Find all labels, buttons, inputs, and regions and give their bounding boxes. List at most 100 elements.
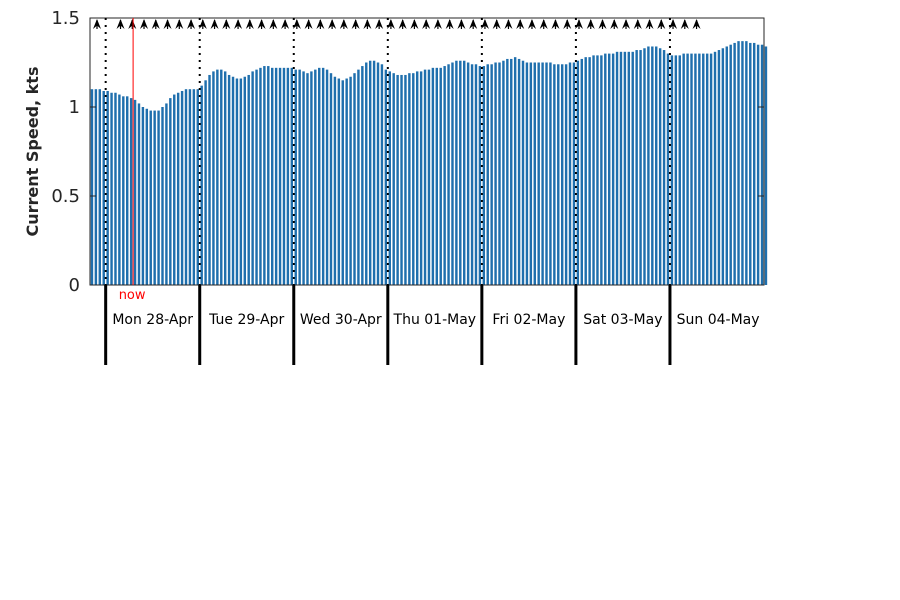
direction-arrow [692, 19, 701, 29]
bar [208, 74, 211, 286]
bar [90, 89, 94, 285]
bar [564, 64, 568, 285]
bar [635, 50, 638, 285]
y-tick-label: 1.5 [51, 8, 80, 29]
day-label: Sun 04-May [677, 312, 760, 328]
bar [525, 62, 529, 285]
arrow-head [175, 19, 184, 29]
bar [502, 60, 505, 285]
bar [615, 51, 619, 285]
bar [388, 71, 391, 286]
direction-arrow [680, 19, 689, 29]
arrow-head [680, 19, 689, 29]
bar [702, 53, 705, 285]
direction-arrow [151, 19, 160, 29]
direction-arrow [386, 19, 395, 29]
bar [545, 62, 548, 285]
bar [122, 96, 125, 285]
direction-arrow [210, 19, 219, 29]
bar [490, 64, 493, 285]
bar [118, 94, 121, 285]
bar [212, 71, 215, 286]
arrow-head [422, 19, 431, 29]
bar [271, 67, 274, 285]
bar [267, 66, 270, 285]
direction-arrow [351, 19, 360, 29]
direction-arrow [375, 19, 384, 29]
bar [713, 51, 717, 285]
bar [517, 58, 521, 285]
bar [106, 90, 109, 285]
bar [463, 60, 466, 285]
bar [337, 78, 341, 286]
arrow-head [516, 19, 525, 29]
direction-arrow [539, 19, 548, 29]
direction-arrow [480, 19, 489, 29]
arrow-head [610, 19, 619, 29]
bar [627, 51, 631, 285]
bar [756, 44, 760, 286]
arrow-head [551, 19, 560, 29]
direction-arrow [645, 19, 654, 29]
bar [357, 69, 360, 286]
direction-arrow [457, 19, 466, 29]
direction-arrow [398, 19, 407, 29]
bar [580, 58, 583, 285]
direction-arrow [163, 19, 172, 29]
arrow-head [410, 19, 419, 29]
bar [263, 66, 266, 285]
arrow-head [328, 19, 337, 29]
bar [498, 62, 501, 285]
day-label: Wed 30-Apr [300, 312, 382, 328]
bar [709, 53, 713, 285]
bar [329, 73, 333, 286]
direction-arrow [116, 19, 125, 29]
direction-arrow [574, 19, 583, 29]
arrow-head [445, 19, 454, 29]
direction-arrow [504, 19, 513, 29]
arrow-head [257, 19, 266, 29]
bar [149, 110, 152, 285]
bar [365, 62, 368, 285]
arrow-head [645, 19, 654, 29]
bar [282, 67, 286, 285]
bar [368, 60, 372, 285]
bar [165, 103, 168, 285]
bar [596, 55, 599, 285]
bar [592, 55, 595, 285]
arrow-head [128, 19, 137, 29]
bar [392, 73, 395, 286]
y-tick-label: 1 [69, 97, 80, 118]
bar [353, 73, 356, 286]
bar [651, 46, 654, 286]
bar [380, 64, 384, 285]
bar [749, 42, 752, 285]
bar [611, 53, 615, 285]
direction-arrow [269, 19, 278, 29]
arrow-head [234, 19, 243, 29]
bar [341, 80, 344, 285]
bar [325, 69, 329, 286]
bar [647, 46, 650, 286]
bar [549, 62, 552, 285]
day-label: Tue 29-Apr [208, 312, 284, 328]
bar [349, 76, 352, 286]
bar [314, 69, 317, 286]
bar [157, 110, 160, 285]
bar [459, 60, 462, 285]
arrow-head [281, 19, 290, 29]
bar [455, 60, 458, 285]
bar [729, 44, 732, 286]
bar [192, 89, 196, 285]
bar [678, 55, 681, 285]
now-label: now [119, 288, 146, 303]
arrow-head [539, 19, 548, 29]
bar [169, 98, 172, 285]
bar [764, 46, 768, 286]
bar [318, 67, 321, 285]
direction-arrow [175, 19, 184, 29]
bar [298, 69, 301, 286]
direction-arrow [586, 19, 595, 29]
bar [431, 67, 435, 285]
